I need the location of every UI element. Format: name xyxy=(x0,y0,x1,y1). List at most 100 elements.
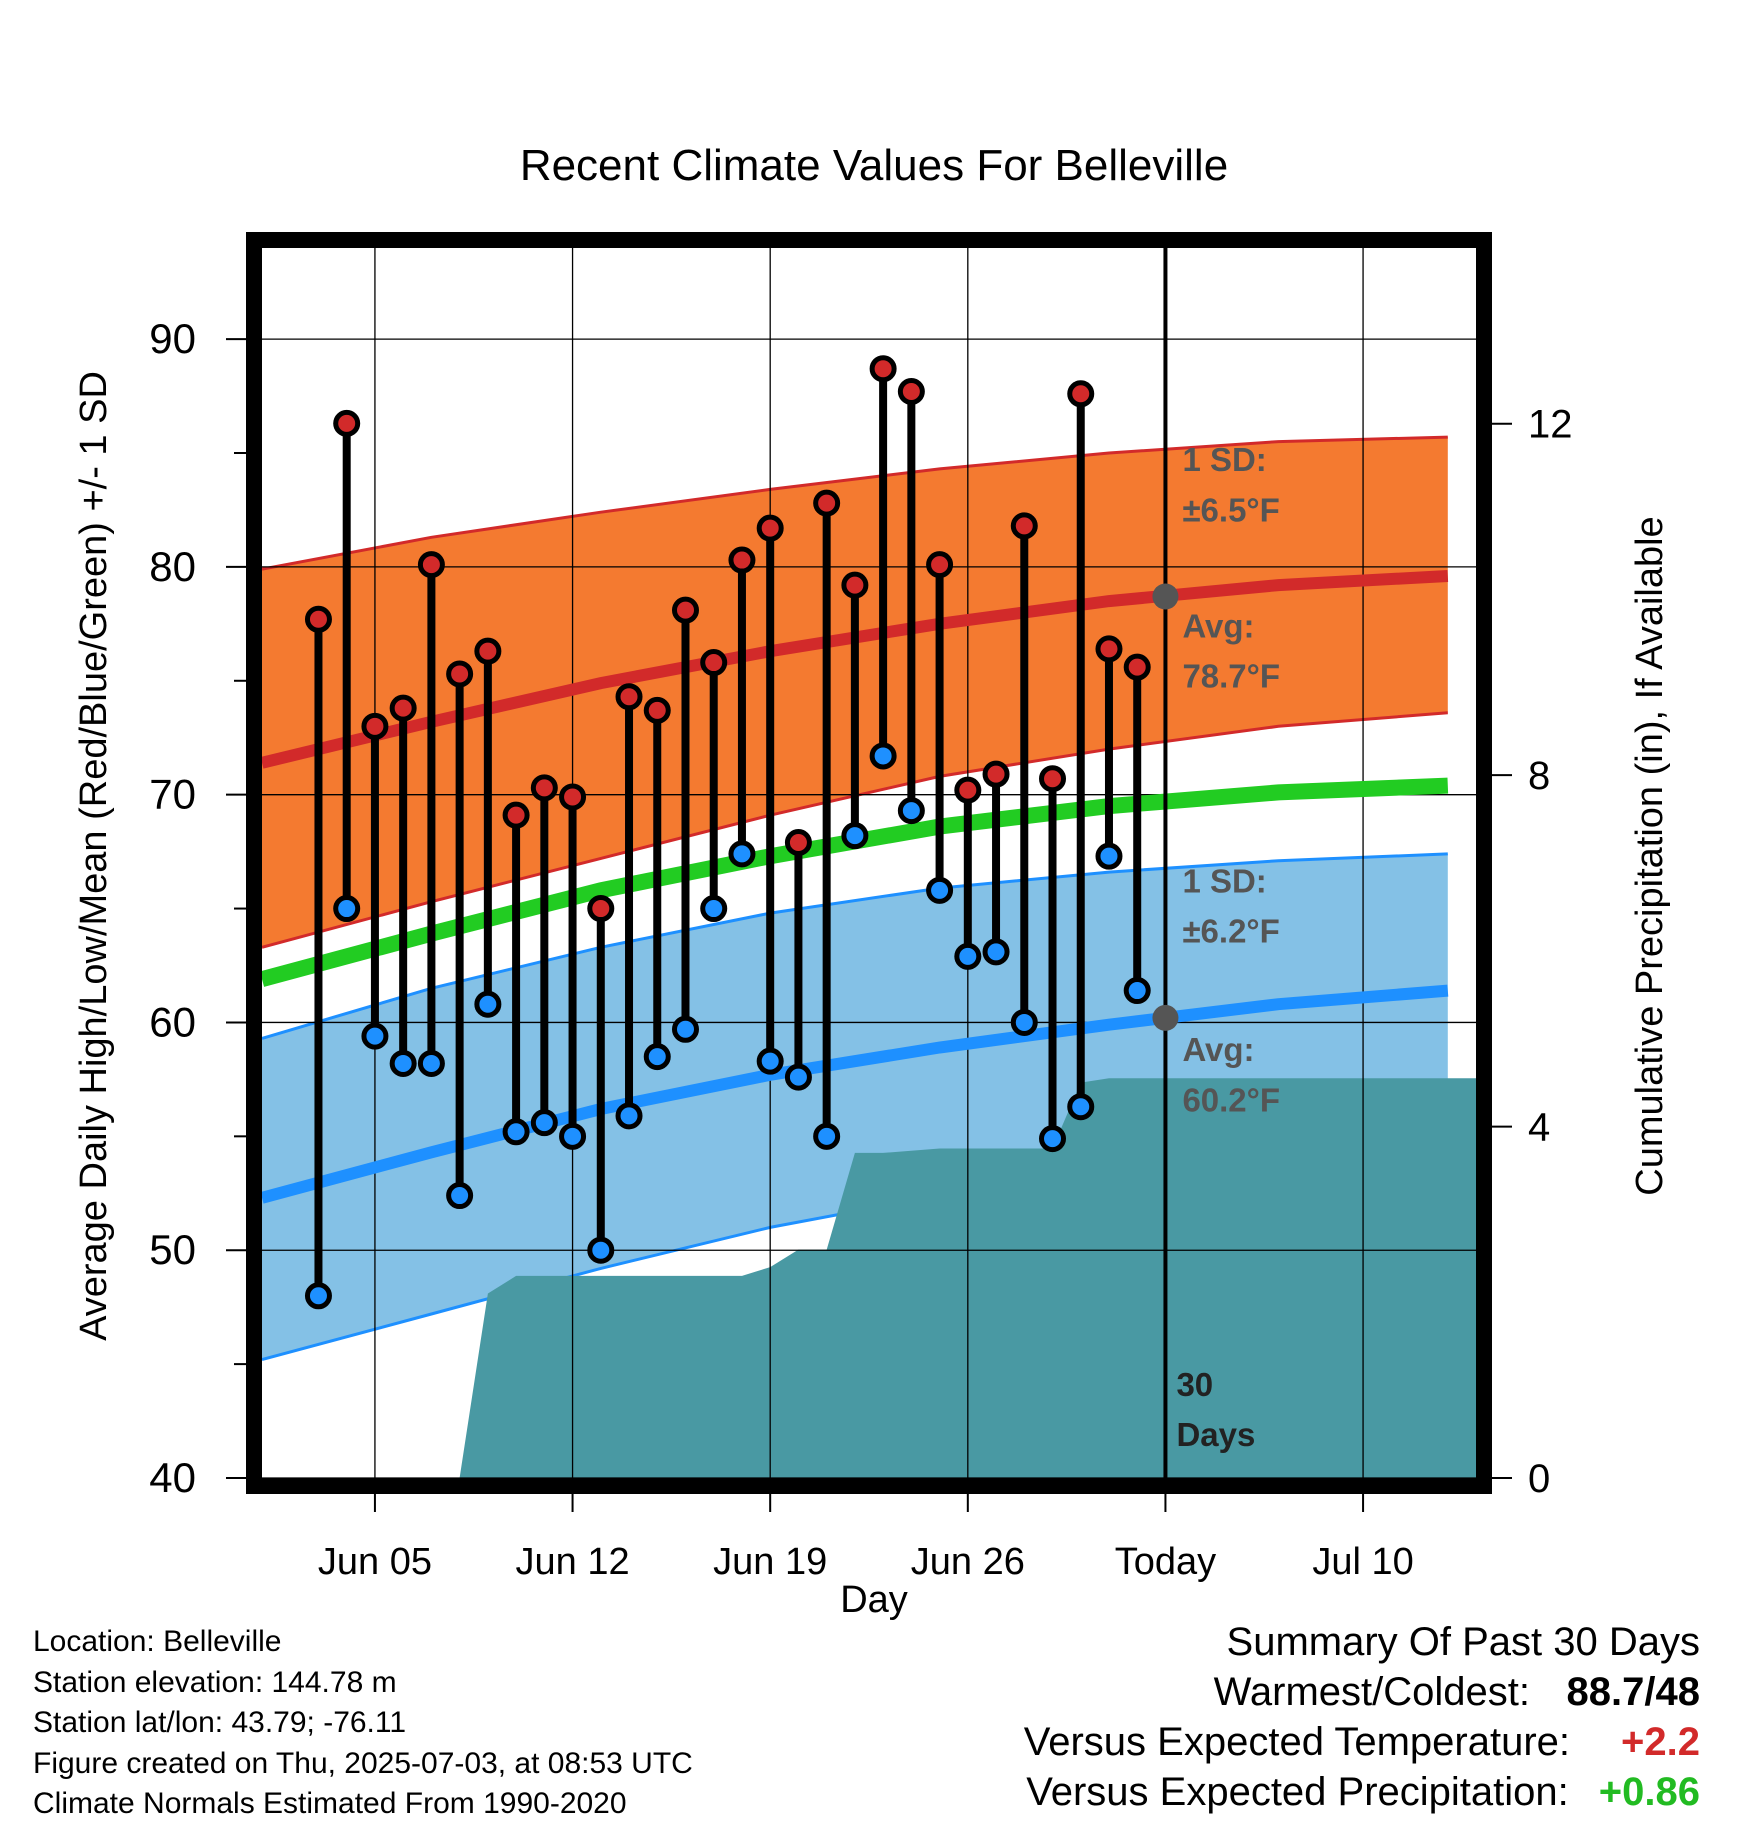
daily-low-point xyxy=(841,822,869,850)
daily-high-point xyxy=(530,774,558,802)
climate-chart: Recent Climate Values For Belleville 1 S… xyxy=(73,141,1671,1620)
daily-high-point xyxy=(304,605,332,633)
daily-high-point xyxy=(333,409,361,437)
daily-high-point xyxy=(474,637,502,665)
precip-area xyxy=(262,1078,1476,1478)
y2-tick-label: 0 xyxy=(1528,1457,1550,1501)
chart-title: Recent Climate Values For Belleville xyxy=(520,141,1228,190)
daily-high-point xyxy=(587,895,615,923)
daily-high-point xyxy=(389,694,417,722)
station-info: Location: Belleville Station elevation: … xyxy=(33,1622,693,1825)
high-avg-value: 78.7°F xyxy=(1182,658,1280,695)
y-tick-label: 50 xyxy=(149,1226,196,1273)
y-tick-label: 70 xyxy=(149,771,196,818)
x-tick-label: Jun 12 xyxy=(516,1541,630,1583)
daily-low-point xyxy=(304,1282,332,1310)
daily-high-point xyxy=(446,660,474,688)
latlon-text: Station lat/lon: 43.79; -76.11 xyxy=(33,1706,407,1739)
daily-high-point xyxy=(869,355,897,383)
warm-cold-label: Warmest/Coldest: xyxy=(1213,1670,1530,1714)
daily-high-point xyxy=(671,596,699,624)
temp-deviation-value: +2.2 xyxy=(1621,1720,1700,1764)
daily-low-point xyxy=(643,1043,671,1071)
daily-high-point xyxy=(643,696,671,724)
y-tick-label: 90 xyxy=(149,315,196,362)
daily-high-point xyxy=(502,801,530,829)
daily-low-point xyxy=(1039,1125,1067,1153)
plot-frame xyxy=(246,232,1492,1494)
window-label-number: 30 xyxy=(1176,1366,1213,1403)
temp-label: Versus Expected Temperature: xyxy=(1023,1720,1570,1764)
daily-high-point xyxy=(700,649,728,677)
daily-low-point xyxy=(982,938,1010,966)
y-axis-label-left: Average Daily High/Low/Mean (Red/Blue/Gr… xyxy=(73,371,115,1341)
low-sd-label: 1 SD: xyxy=(1182,863,1266,900)
daily-high-point xyxy=(756,514,784,542)
y-tick-label: 60 xyxy=(149,998,196,1045)
daily-high-point xyxy=(615,683,643,711)
low-sd-band xyxy=(262,853,1448,1360)
daily-low-point xyxy=(530,1109,558,1137)
x-tick-label: Jun 05 xyxy=(318,1541,432,1583)
elevation-text: Station elevation: 144.78 m xyxy=(33,1665,397,1699)
daily-low-point xyxy=(728,840,756,868)
daily-high-point xyxy=(1010,512,1038,540)
x-axis-label: Day xyxy=(840,1579,908,1620)
daily-low-point xyxy=(587,1236,615,1264)
daily-high-point xyxy=(1095,635,1123,663)
daily-low-point xyxy=(926,876,954,904)
daily-low-point xyxy=(671,1015,699,1043)
x-tick-label: Jun 26 xyxy=(911,1541,1025,1583)
daily-low-point xyxy=(1067,1093,1095,1121)
summary-temp-row: Versus Expected Temperature: +2.2 xyxy=(800,1720,1700,1770)
low-sd-value: ±6.2°F xyxy=(1182,913,1279,950)
daily-low-point xyxy=(389,1049,417,1077)
daily-high-point xyxy=(926,551,954,579)
axes: 40 50 60 70 80 90 0 4 8 12 Jun 05 Jun 12 Jun 19 Jun 2… xyxy=(149,232,1573,1583)
daily-high-point xyxy=(728,546,756,574)
daily-high-point xyxy=(1067,380,1095,408)
y2-tick-label: 8 xyxy=(1528,754,1550,798)
daily-low-point xyxy=(1123,977,1151,1005)
window-label-days: Days xyxy=(1176,1416,1255,1453)
location-text: Location: Belleville xyxy=(33,1625,282,1658)
daily-high-point xyxy=(954,776,982,804)
summary-title: Summary Of Past 30 Days xyxy=(1226,1620,1700,1664)
daily-low-point xyxy=(417,1049,445,1077)
plot-clip-group: 1 SD: ±6.5°F Avg: 78.7°F 1 SD: ±6.2°F Avg: 60.2… xyxy=(262,248,1476,1478)
y2-tick-label: 12 xyxy=(1528,403,1573,447)
low-avg-value: 60.2°F xyxy=(1182,1081,1280,1118)
daily-low-point xyxy=(333,895,361,923)
daily-high-point xyxy=(897,378,925,405)
daily-high-point xyxy=(1039,765,1067,793)
y2-tick-label: 4 xyxy=(1528,1106,1550,1150)
high-sd-label: 1 SD: xyxy=(1182,441,1266,478)
high-avg-label: Avg: xyxy=(1182,608,1254,645)
x-tick-label: Today xyxy=(1115,1541,1216,1583)
summary-warm-cold-row: Warmest/Coldest: 88.7/48 xyxy=(800,1670,1700,1720)
daily-low-point xyxy=(784,1063,812,1091)
daily-low-point xyxy=(615,1102,643,1130)
daily-high-point xyxy=(361,712,389,740)
daily-high-point xyxy=(784,829,812,856)
high-sd-band-upper-edge xyxy=(262,435,1448,571)
daily-high-point xyxy=(559,783,587,811)
y-tick-label: 80 xyxy=(149,543,196,590)
y-tick-label: 40 xyxy=(149,1454,196,1501)
daily-low-point xyxy=(954,942,982,970)
precip-deviation-value: +0.86 xyxy=(1598,1770,1700,1814)
daily-low-point xyxy=(813,1122,841,1150)
y-axis-label-right: Cumulative Precipitation (in), If Availa… xyxy=(1629,516,1671,1195)
high-avg-today-marker xyxy=(1152,583,1179,610)
daily-low-point xyxy=(502,1118,530,1146)
daily-high-point xyxy=(813,489,841,517)
plot-area: 1 SD: ±6.5°F Avg: 78.7°F 1 SD: ±6.2°F Avg: 60.2… xyxy=(262,248,1476,1478)
daily-low-point xyxy=(897,797,925,825)
high-sd-value: ±6.5°F xyxy=(1182,491,1279,528)
daily-high-point xyxy=(982,760,1010,788)
precip-label: Versus Expected Precipitation: xyxy=(1026,1770,1569,1814)
low-avg-today-marker xyxy=(1152,1004,1179,1031)
normals-text: Climate Normals Estimated From 1990-2020 xyxy=(33,1787,627,1820)
daily-low-point xyxy=(756,1047,784,1075)
created-text: Figure created on Thu, 2025-07-03, at 08… xyxy=(33,1746,693,1780)
